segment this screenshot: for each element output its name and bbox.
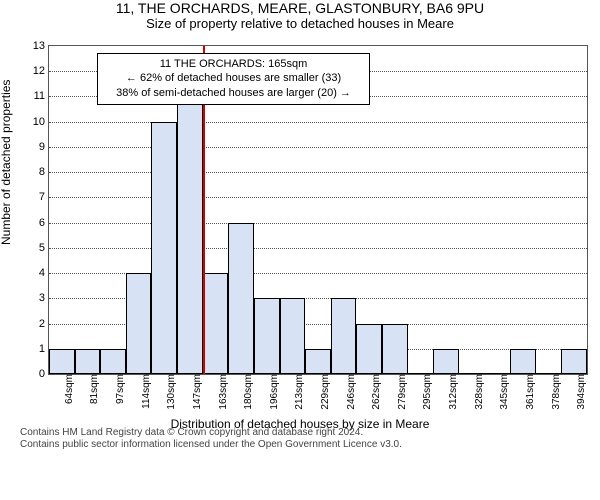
footer-line-1: Contains HM Land Registry data © Crown c… xyxy=(20,427,402,439)
x-tick-label: 378sqm xyxy=(549,374,562,410)
x-tick-label: 213sqm xyxy=(292,374,305,410)
histogram-bar xyxy=(356,324,382,374)
histogram-bar xyxy=(561,349,587,374)
chart-subtitle: Size of property relative to detached ho… xyxy=(0,16,600,31)
x-tick-label: 262sqm xyxy=(369,374,382,410)
y-tick-label: 13 xyxy=(33,40,49,52)
chart-title: 11, THE ORCHARDS, MEARE, GLASTONBURY, BA… xyxy=(0,0,600,16)
x-tick-label: 180sqm xyxy=(241,374,254,410)
x-tick-label: 114sqm xyxy=(139,374,152,409)
x-tick-label: 130sqm xyxy=(164,374,177,410)
gridline xyxy=(49,197,587,198)
x-tick-label: 279sqm xyxy=(395,374,408,410)
histogram-bar xyxy=(151,122,177,374)
y-tick-label: 7 xyxy=(39,191,49,203)
y-tick-label: 2 xyxy=(39,318,49,330)
histogram-bar xyxy=(305,349,331,374)
histogram-bar xyxy=(228,223,254,374)
histogram-bar xyxy=(75,349,101,374)
x-tick-label: 246sqm xyxy=(344,374,357,410)
y-tick-label: 11 xyxy=(34,90,49,102)
x-tick-label: 97sqm xyxy=(113,374,126,404)
y-tick-label: 6 xyxy=(39,217,49,229)
x-tick-label: 64sqm xyxy=(62,374,75,404)
x-tick-label: 345sqm xyxy=(497,374,510,410)
plot-area: 01234567891011121364sqm81sqm97sqm114sqm1… xyxy=(48,45,588,375)
y-tick-label: 9 xyxy=(39,141,49,153)
x-tick-label: 361sqm xyxy=(523,374,536,410)
x-tick-label: 394sqm xyxy=(574,374,587,410)
y-tick-label: 3 xyxy=(39,292,49,304)
histogram-bar xyxy=(382,324,408,374)
footer-line-2: Contains public sector information licen… xyxy=(20,439,402,451)
y-tick-label: 8 xyxy=(39,166,49,178)
histogram-bar xyxy=(331,298,357,374)
chart-container: Number of detached properties 0123456789… xyxy=(0,35,600,455)
x-tick-label: 81sqm xyxy=(87,374,100,404)
histogram-bar xyxy=(49,349,75,374)
gridline xyxy=(49,248,587,249)
x-tick-label: 147sqm xyxy=(190,374,203,410)
x-tick-label: 312sqm xyxy=(446,374,459,410)
histogram-bar xyxy=(254,298,280,374)
histogram-bar xyxy=(280,298,306,374)
callout-line: 38% of semi-detached houses are larger (… xyxy=(104,86,362,101)
y-tick-label: 1 xyxy=(39,343,49,355)
histogram-bar xyxy=(510,349,536,374)
gridline xyxy=(49,147,587,148)
histogram-bar xyxy=(203,273,229,374)
histogram-bar xyxy=(126,273,152,374)
x-tick-label: 163sqm xyxy=(216,374,229,410)
gridline xyxy=(49,223,587,224)
x-tick-label: 229sqm xyxy=(318,374,331,410)
histogram-bar xyxy=(433,349,459,374)
histogram-bar xyxy=(100,349,126,374)
y-tick-label: 5 xyxy=(39,242,49,254)
y-tick-label: 10 xyxy=(33,116,49,128)
x-tick-label: 196sqm xyxy=(267,374,280,410)
histogram-bar xyxy=(177,96,203,374)
gridline xyxy=(49,172,587,173)
y-tick-label: 12 xyxy=(33,65,49,77)
footer-attribution: Contains HM Land Registry data © Crown c… xyxy=(20,427,402,451)
y-axis-label: Number of detached properties xyxy=(0,80,13,245)
x-tick-label: 328sqm xyxy=(472,374,485,410)
callout-line: 11 THE ORCHARDS: 165sqm xyxy=(104,57,362,72)
y-tick-label: 0 xyxy=(39,368,49,380)
y-tick-label: 4 xyxy=(39,267,49,279)
callout-box: 11 THE ORCHARDS: 165sqm← 62% of detached… xyxy=(97,53,369,106)
x-tick-label: 295sqm xyxy=(420,374,433,410)
callout-line: ← 62% of detached houses are smaller (33… xyxy=(104,71,362,86)
gridline xyxy=(49,122,587,123)
